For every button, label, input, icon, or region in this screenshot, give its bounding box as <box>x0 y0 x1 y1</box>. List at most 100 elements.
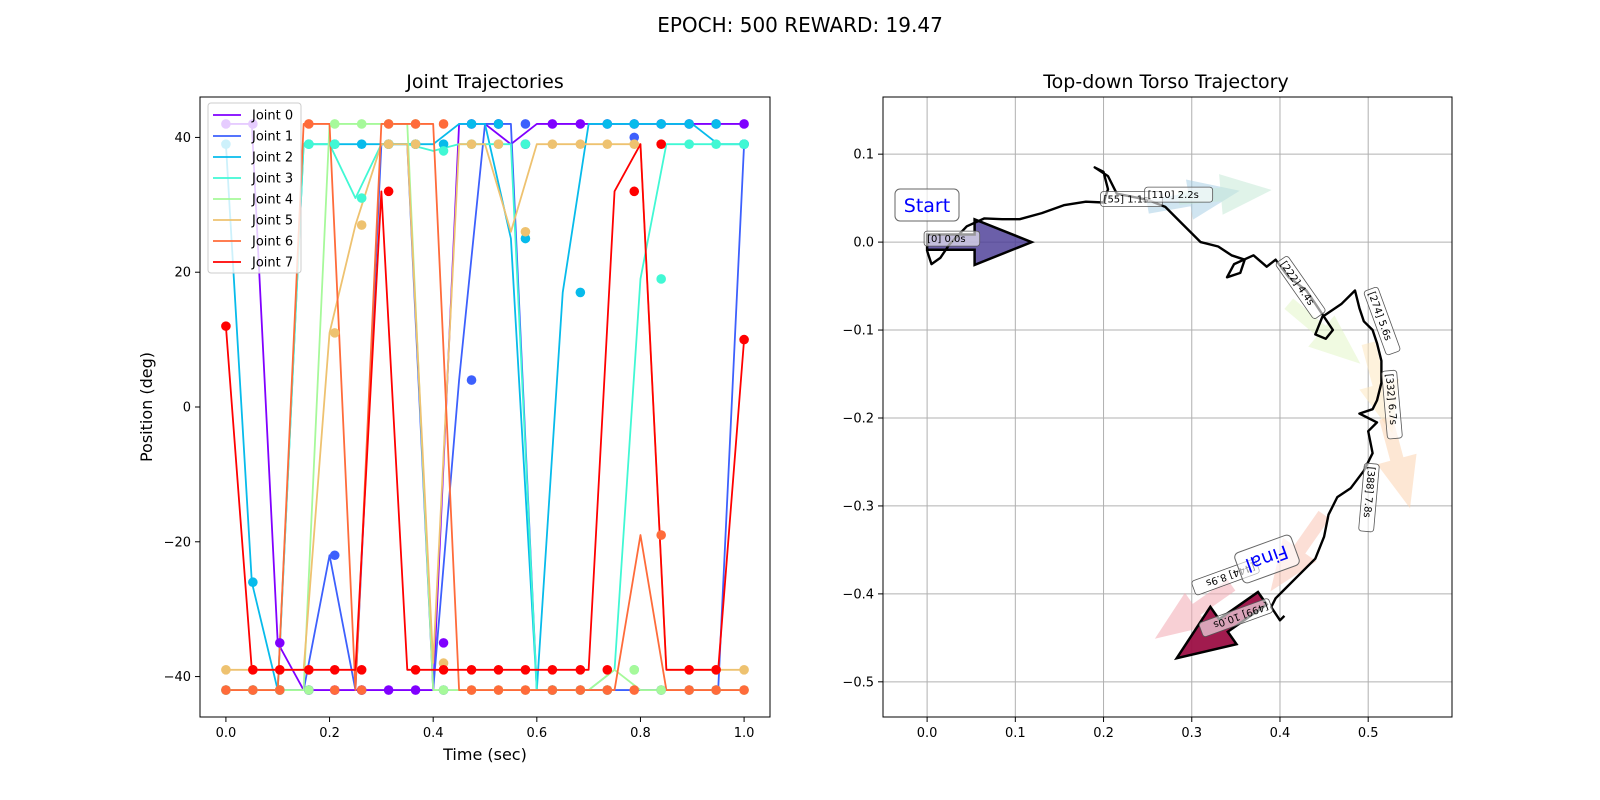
joint-7-marker <box>575 665 586 675</box>
annotation-text: [55] 1.1s <box>1104 195 1149 206</box>
joint-3-line <box>225 143 745 691</box>
joint-7-marker <box>711 665 721 675</box>
legend-label: Joint 2 <box>251 151 293 166</box>
joint-6-marker <box>629 685 640 695</box>
time-annotation: [0] 0.0s <box>923 230 981 247</box>
joint-5-marker <box>493 139 504 149</box>
joint-6-marker <box>248 685 258 695</box>
joint-legend: Joint 0 Joint 1 Joint 2 Joint 3 Joint 4 Joint… <box>207 102 302 274</box>
joint-7-marker <box>356 665 367 675</box>
joint-7-marker <box>739 334 749 345</box>
joint-0-marker <box>438 638 449 648</box>
joint-6-marker <box>520 685 531 695</box>
joint-3-marker <box>711 139 721 149</box>
joint-6-marker <box>438 119 449 129</box>
y-tick-label: −0.4 <box>842 587 874 602</box>
annotation-box <box>1363 286 1401 356</box>
joint-0-line <box>225 123 745 691</box>
legend-label: Joint 1 <box>251 130 293 145</box>
joint-4-line <box>225 123 745 691</box>
y-tick-label: −0.1 <box>842 324 874 339</box>
x-tick-label: 0.0 <box>216 726 237 741</box>
x-tick-label: 0.2 <box>319 726 340 741</box>
time-annotation: [332] 6.7s <box>1381 369 1403 440</box>
time-annotation: [110] 2.2s <box>1144 186 1214 203</box>
joint-7-marker <box>602 665 613 675</box>
joint-7-marker <box>493 665 504 675</box>
joint-x-axis-label: Time (sec) <box>442 745 527 764</box>
joint-5-line <box>225 143 745 671</box>
joint-trajectories-panel: Joint Trajectories 0.0 0.2 0.4 0.6 0.8 1.0 −40… <box>137 71 771 764</box>
x-tick-label: 0.1 <box>1005 726 1026 741</box>
joint-plot-frame <box>199 96 771 718</box>
annotation-box <box>1381 369 1403 440</box>
joint-2-marker <box>656 119 666 129</box>
joint-5-marker <box>520 226 531 237</box>
annotation-text: [388] 7.8s <box>1361 466 1376 518</box>
joint-5-marker <box>383 139 394 149</box>
joint-3-marker <box>329 139 340 149</box>
joint-2-marker <box>356 139 367 149</box>
joint-7-marker <box>221 321 231 331</box>
heading-arrow <box>1377 416 1417 509</box>
torso-chart-title: Top-down Torso Trajectory <box>1042 71 1288 93</box>
joint-2-marker <box>466 119 477 129</box>
joint-7-marker <box>438 665 449 675</box>
y-tick-label: −0.5 <box>842 675 874 690</box>
joint-6-marker <box>711 685 721 695</box>
heading-arrow <box>1270 510 1330 592</box>
joint-2-marker <box>438 139 449 149</box>
torso-axis-ticks: 0.0 0.1 0.2 0.3 0.4 0.5 0.1 0.0 −0.1 −0.2 −0.3 −0.4… <box>842 148 1378 741</box>
joint-6-marker <box>304 119 314 129</box>
joint-2-marker <box>493 119 504 129</box>
joint-7-line <box>225 143 745 671</box>
annotation-box <box>1144 186 1214 203</box>
joint-5-marker <box>221 665 231 675</box>
joint-markers <box>221 119 749 695</box>
joint-2-marker <box>248 577 258 588</box>
joint-2-marker <box>575 287 586 298</box>
joint-5-marker <box>629 139 640 149</box>
legend-label: Joint 3 <box>251 172 293 187</box>
joint-4-marker <box>629 665 640 675</box>
y-tick-label: 40 <box>174 131 191 146</box>
joint-2-marker <box>711 119 721 129</box>
joint-7-marker <box>383 186 394 197</box>
torso-plot-frame <box>882 96 1453 718</box>
joint-2-marker <box>629 119 640 129</box>
joint-4-marker <box>329 119 340 129</box>
joint-5-marker <box>547 139 558 149</box>
legend-label: Joint 6 <box>251 235 293 250</box>
joint-0-marker <box>547 119 558 129</box>
x-tick-label: 0.8 <box>630 726 651 741</box>
figure-title: EPOCH: 500 REWARD: 19.47 <box>657 13 943 37</box>
heading-arrow <box>1284 298 1361 364</box>
joint-6-marker <box>656 530 666 540</box>
y-tick-label: −0.2 <box>842 411 874 426</box>
joint-1-marker <box>466 375 477 385</box>
joint-4-marker <box>356 119 367 129</box>
joint-6-marker <box>547 685 558 695</box>
joint-5-marker <box>466 139 477 149</box>
annotation-box <box>1358 462 1380 533</box>
x-tick-label: 0.4 <box>1270 726 1291 741</box>
joint-6-marker <box>221 685 231 695</box>
joint-2-marker <box>602 119 613 129</box>
joint-2-marker <box>684 119 694 129</box>
legend-label: Joint 7 <box>251 256 293 271</box>
joint-6-marker <box>275 685 285 695</box>
joint-6-marker <box>383 119 394 129</box>
legend-label: Joint 4 <box>251 193 293 208</box>
joint-5-marker <box>329 328 340 338</box>
joint-6-marker <box>466 685 477 695</box>
y-tick-label: −0.3 <box>842 499 874 514</box>
joint-7-marker <box>656 139 666 149</box>
time-annotation: [388] 7.8s <box>1358 462 1380 533</box>
joint-6-marker <box>493 685 504 695</box>
annotation-text: [332] 6.7s <box>1383 373 1398 425</box>
x-tick-label: 0.5 <box>1358 726 1379 741</box>
joint-6-marker <box>602 685 613 695</box>
joint-7-marker <box>684 665 694 675</box>
annotation-text: [222] 4.4s <box>1278 260 1316 308</box>
